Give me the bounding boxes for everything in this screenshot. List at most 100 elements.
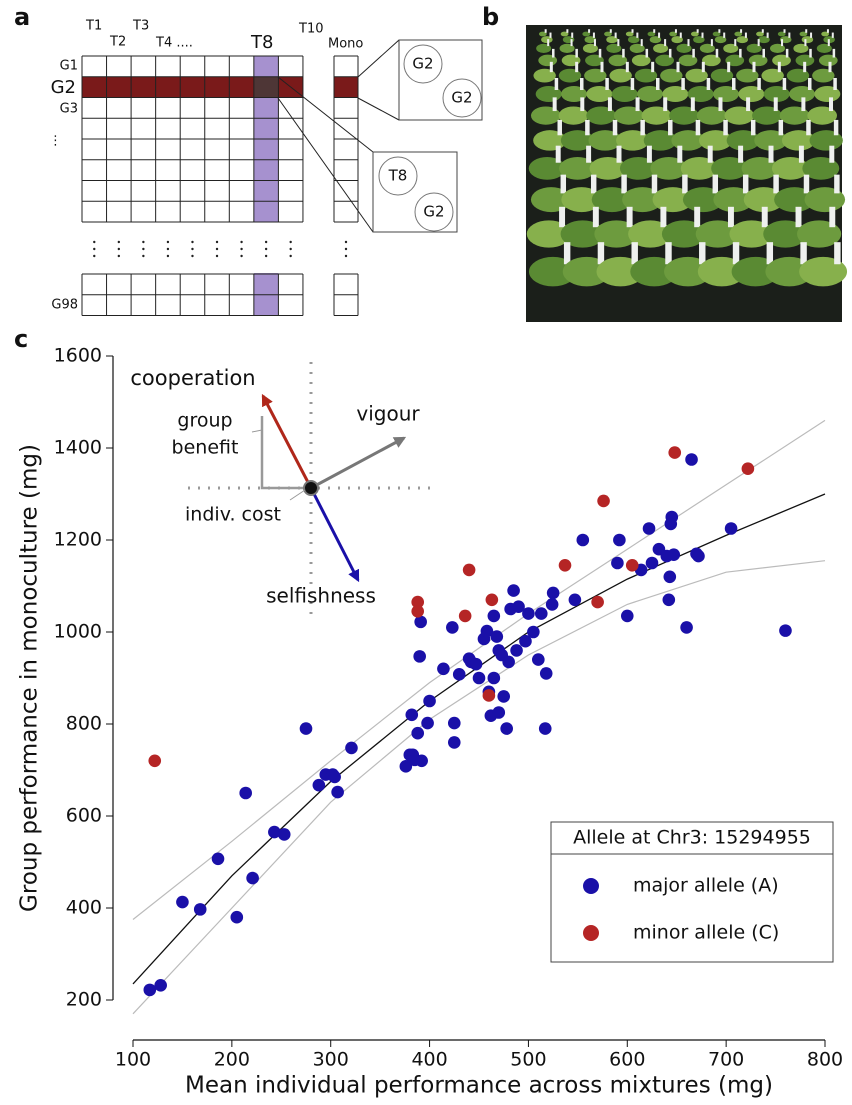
plant <box>816 43 832 54</box>
data-point <box>447 716 461 730</box>
column-label: T1 <box>85 19 102 34</box>
data-point <box>268 825 281 839</box>
zoom-line <box>277 97 374 233</box>
plant-tag <box>718 29 721 33</box>
highlight-row <box>334 76 358 98</box>
data-point <box>437 662 450 676</box>
plant-tag <box>740 29 743 33</box>
data-point <box>405 708 419 722</box>
plant-tag <box>746 97 751 112</box>
plant-tag <box>681 78 685 90</box>
plant-tag <box>566 29 569 33</box>
data-point <box>576 533 590 547</box>
data-point <box>447 736 461 749</box>
ellipsis-dot <box>93 254 96 258</box>
data-point <box>507 584 520 597</box>
plant <box>793 43 809 54</box>
data-point <box>527 625 540 639</box>
plant-tag <box>739 48 742 58</box>
plant <box>743 187 785 213</box>
plant-tag <box>575 61 579 73</box>
plant-tag <box>626 206 633 228</box>
plant-tag <box>575 48 578 58</box>
plant <box>591 187 633 213</box>
ellipsis-dot <box>191 240 194 244</box>
legend-box <box>550 821 834 963</box>
plant-tag <box>752 61 756 73</box>
plant-tag <box>580 97 585 112</box>
column-label: T10 <box>298 22 323 37</box>
plant-tag <box>805 29 808 33</box>
legend-marker <box>583 878 599 894</box>
plant-tag <box>651 174 658 194</box>
plant-tag <box>788 32 791 38</box>
column-label: T3 <box>132 19 149 34</box>
plant-tag <box>778 119 784 136</box>
data-point <box>211 852 225 866</box>
data-point <box>487 671 501 685</box>
leader-line <box>251 429 263 433</box>
zoom-line <box>357 97 400 121</box>
plant-tag <box>605 78 609 90</box>
plant-tag <box>630 78 635 90</box>
plant-label: G2 <box>451 89 472 107</box>
plant-tag <box>682 174 688 194</box>
plant-tag <box>750 119 756 136</box>
plant-tag <box>777 61 781 73</box>
plant-tag <box>664 39 667 47</box>
plant-tag <box>785 48 789 58</box>
plant-tag <box>656 78 660 90</box>
y-tick-label: 600 <box>66 805 102 827</box>
data-point <box>663 570 677 584</box>
data-point <box>662 593 676 607</box>
plant <box>622 187 663 213</box>
plant-tag <box>690 97 695 112</box>
ellipsis-dot <box>240 240 243 244</box>
plant-tag <box>800 242 807 265</box>
plant-tag <box>801 97 806 112</box>
plant-label: G2 <box>423 203 444 221</box>
confidence-band <box>132 560 826 1015</box>
data-point <box>645 556 659 570</box>
plant-tag <box>766 32 769 38</box>
data-point <box>545 598 559 611</box>
data-point <box>446 621 459 634</box>
data-point <box>685 453 698 466</box>
plant-tag <box>701 61 705 73</box>
plant-tag <box>732 242 740 265</box>
plant-tag <box>761 29 764 33</box>
plant-tag <box>677 145 683 163</box>
legend-label: major allele (A) <box>633 875 779 897</box>
plant-tag <box>795 206 802 228</box>
column-label: Mono <box>328 37 363 52</box>
plant-tag <box>809 48 812 58</box>
data-point <box>500 722 513 735</box>
legend-marker <box>583 925 599 941</box>
plant-tag <box>782 78 787 90</box>
data-point <box>642 522 656 535</box>
data-point <box>423 694 436 708</box>
plant <box>561 187 602 213</box>
plant-tag <box>554 78 559 90</box>
plant-tag <box>707 145 713 163</box>
vigour-arrow <box>310 436 407 490</box>
plant-tag <box>593 39 596 47</box>
data-point <box>230 910 244 924</box>
x-tick-label: 400 <box>411 1049 447 1071</box>
ellipsis-dot <box>344 247 348 251</box>
plant-tag <box>766 242 774 265</box>
zoom-line <box>357 39 400 78</box>
ellipsis-dot <box>117 254 121 258</box>
ellipsis-dot <box>93 240 96 244</box>
data-point <box>246 871 259 885</box>
plant-tag <box>773 97 778 112</box>
highlight-cell <box>253 76 279 98</box>
inset-label: benefit <box>172 437 239 459</box>
plant-tag <box>600 61 604 73</box>
plant-circle <box>403 44 443 84</box>
ellipsis-dot <box>117 247 121 251</box>
plant <box>606 43 622 54</box>
plant-tag <box>559 206 566 228</box>
plant-tag <box>625 61 629 73</box>
plant-tag <box>592 32 595 38</box>
